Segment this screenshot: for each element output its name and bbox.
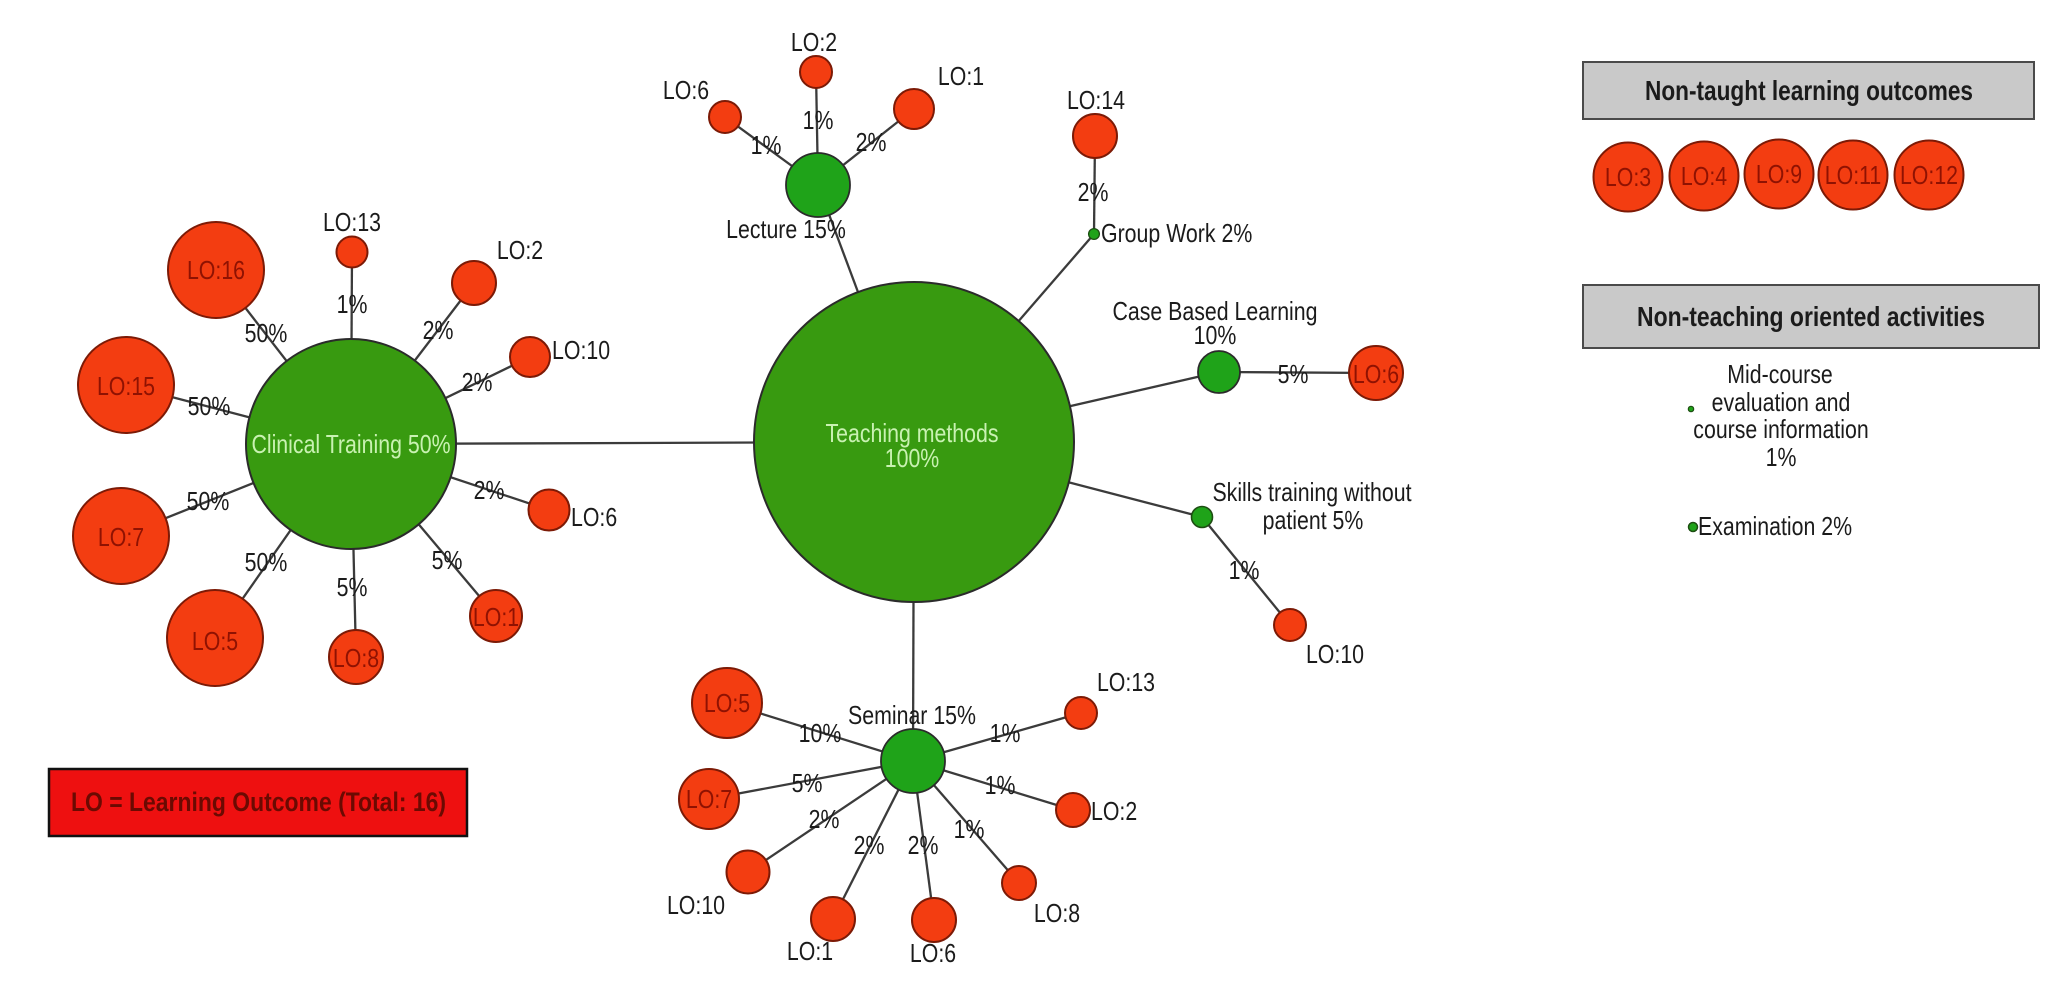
svg-text:Case Based Learning: Case Based Learning bbox=[1113, 296, 1318, 326]
svg-text:2%: 2% bbox=[908, 830, 939, 860]
svg-text:LO:13: LO:13 bbox=[1097, 667, 1155, 697]
svg-text:2%: 2% bbox=[809, 804, 840, 834]
svg-text:LO:7: LO:7 bbox=[98, 522, 144, 552]
svg-text:2%: 2% bbox=[423, 315, 454, 345]
svg-text:LO:15: LO:15 bbox=[97, 371, 155, 401]
svg-text:LO:2: LO:2 bbox=[497, 235, 543, 265]
svg-text:LO:12: LO:12 bbox=[1900, 160, 1958, 190]
svg-text:LO:5: LO:5 bbox=[704, 688, 750, 718]
svg-text:LO:6: LO:6 bbox=[571, 502, 617, 532]
svg-text:2%: 2% bbox=[462, 367, 493, 397]
svg-text:LO:16: LO:16 bbox=[187, 255, 245, 285]
svg-text:1%: 1% bbox=[803, 105, 834, 135]
svg-text:LO:6: LO:6 bbox=[663, 75, 709, 105]
svg-text:2%: 2% bbox=[1078, 177, 1109, 207]
svg-text:5%: 5% bbox=[432, 545, 463, 575]
svg-text:course information: course information bbox=[1693, 414, 1868, 444]
svg-text:Clinical Training 50%: Clinical Training 50% bbox=[251, 429, 450, 459]
svg-text:1%: 1% bbox=[1229, 555, 1260, 585]
svg-text:LO:10: LO:10 bbox=[1306, 639, 1364, 669]
svg-text:Non-taught learning outcomes: Non-taught learning outcomes bbox=[1645, 75, 1973, 106]
svg-text:5%: 5% bbox=[337, 572, 368, 602]
svg-text:evaluation and: evaluation and bbox=[1712, 387, 1851, 417]
svg-text:50%: 50% bbox=[187, 486, 230, 516]
svg-text:LO:10: LO:10 bbox=[667, 890, 725, 920]
svg-text:LO:9: LO:9 bbox=[1756, 159, 1802, 189]
svg-text:50%: 50% bbox=[245, 318, 288, 348]
svg-text:Group Work 2%: Group Work 2% bbox=[1101, 218, 1252, 248]
svg-text:Mid-course: Mid-course bbox=[1727, 359, 1832, 389]
svg-text:LO:8: LO:8 bbox=[333, 643, 379, 673]
svg-text:Skills training without: Skills training without bbox=[1212, 477, 1412, 507]
svg-text:LO:2: LO:2 bbox=[791, 27, 837, 57]
svg-text:1%: 1% bbox=[1766, 442, 1797, 472]
svg-text:1%: 1% bbox=[990, 718, 1021, 748]
svg-text:Examination 2%: Examination 2% bbox=[1698, 511, 1852, 541]
svg-text:LO:14: LO:14 bbox=[1067, 85, 1125, 115]
svg-text:Seminar 15%: Seminar 15% bbox=[848, 700, 976, 730]
svg-text:5%: 5% bbox=[792, 768, 823, 798]
svg-text:10%: 10% bbox=[799, 718, 842, 748]
svg-text:LO:11: LO:11 bbox=[1825, 160, 1882, 190]
svg-text:LO:3: LO:3 bbox=[1605, 162, 1651, 192]
svg-text:LO:8: LO:8 bbox=[1034, 898, 1080, 928]
svg-text:1%: 1% bbox=[337, 289, 368, 319]
svg-text:LO:7: LO:7 bbox=[686, 784, 732, 814]
svg-text:LO:10: LO:10 bbox=[552, 335, 610, 365]
svg-text:2%: 2% bbox=[856, 127, 887, 157]
svg-text:1%: 1% bbox=[985, 770, 1016, 800]
svg-text:LO = Learning Outcome (Total:: LO = Learning Outcome (Total: 16) bbox=[71, 787, 446, 817]
svg-text:Teaching methods: Teaching methods bbox=[826, 418, 999, 448]
svg-text:10%: 10% bbox=[1194, 320, 1237, 350]
svg-text:LO:1: LO:1 bbox=[938, 61, 984, 91]
svg-text:LO:13: LO:13 bbox=[323, 207, 381, 237]
svg-text:LO:1: LO:1 bbox=[473, 602, 519, 632]
svg-text:100%: 100% bbox=[885, 443, 940, 473]
svg-text:LO:5: LO:5 bbox=[192, 626, 238, 656]
svg-text:LO:2: LO:2 bbox=[1091, 796, 1137, 826]
svg-text:LO:6: LO:6 bbox=[1353, 359, 1399, 389]
svg-text:LO:6: LO:6 bbox=[910, 938, 956, 968]
svg-text:LO:1: LO:1 bbox=[787, 936, 833, 966]
svg-text:Lecture 15%: Lecture 15% bbox=[726, 214, 846, 244]
svg-text:2%: 2% bbox=[854, 830, 885, 860]
svg-text:2%: 2% bbox=[474, 475, 505, 505]
svg-text:LO:4: LO:4 bbox=[1681, 161, 1727, 191]
svg-text:Non-teaching oriented activiti: Non-teaching oriented activities bbox=[1637, 301, 1985, 332]
svg-text:5%: 5% bbox=[1278, 359, 1309, 389]
svg-text:1%: 1% bbox=[954, 814, 985, 844]
svg-text:patient 5%: patient 5% bbox=[1263, 505, 1364, 535]
svg-text:50%: 50% bbox=[188, 391, 231, 421]
svg-text:1%: 1% bbox=[751, 130, 782, 160]
svg-text:50%: 50% bbox=[245, 547, 288, 577]
